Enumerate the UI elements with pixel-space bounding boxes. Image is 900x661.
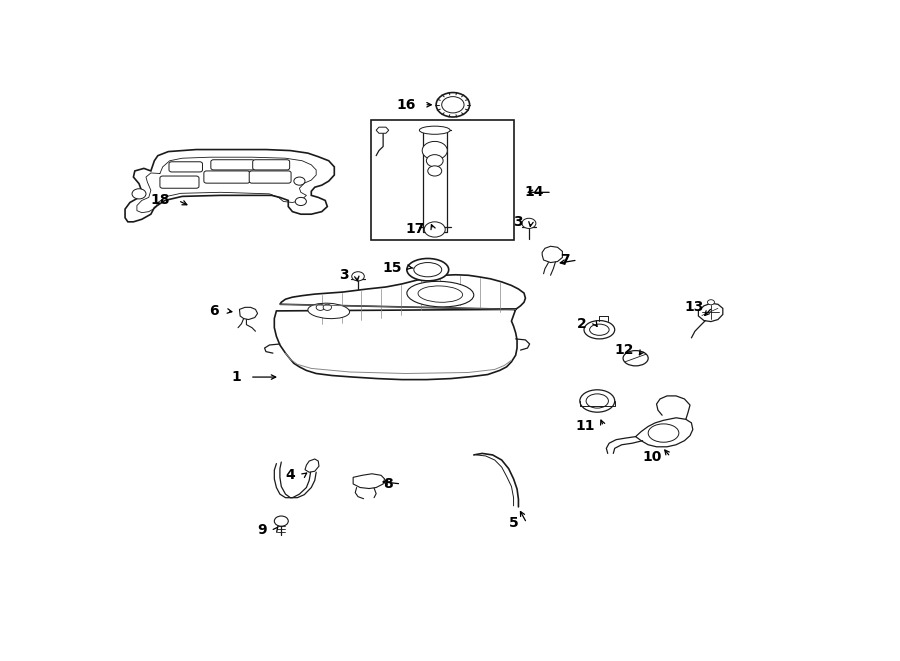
Text: 13: 13	[685, 300, 704, 315]
Circle shape	[316, 304, 325, 311]
Ellipse shape	[418, 286, 463, 302]
Ellipse shape	[419, 126, 450, 134]
Ellipse shape	[580, 390, 615, 412]
Ellipse shape	[584, 321, 615, 339]
Text: 16: 16	[397, 98, 416, 112]
Text: 6: 6	[209, 304, 219, 318]
Ellipse shape	[586, 394, 608, 408]
Ellipse shape	[308, 303, 349, 319]
Text: 10: 10	[643, 450, 662, 464]
Ellipse shape	[407, 258, 449, 281]
Text: 17: 17	[406, 223, 425, 237]
Polygon shape	[376, 127, 389, 134]
Circle shape	[132, 189, 146, 199]
Circle shape	[442, 97, 464, 113]
Text: 4: 4	[285, 468, 295, 483]
FancyBboxPatch shape	[211, 160, 255, 170]
Text: 14: 14	[524, 185, 544, 200]
Ellipse shape	[648, 424, 679, 442]
Ellipse shape	[274, 516, 288, 526]
Circle shape	[293, 177, 305, 185]
Ellipse shape	[623, 350, 648, 366]
Ellipse shape	[407, 282, 473, 307]
Text: 7: 7	[560, 253, 570, 267]
FancyBboxPatch shape	[249, 171, 291, 183]
Polygon shape	[353, 474, 384, 488]
Text: 18: 18	[150, 194, 170, 208]
Circle shape	[436, 93, 470, 117]
Circle shape	[424, 222, 446, 237]
Text: 2: 2	[577, 317, 587, 330]
Text: 11: 11	[576, 420, 595, 434]
Polygon shape	[635, 418, 693, 447]
Polygon shape	[542, 247, 562, 262]
Circle shape	[522, 218, 536, 229]
Polygon shape	[239, 307, 257, 319]
Text: 12: 12	[615, 343, 634, 357]
Text: 1: 1	[232, 370, 241, 384]
Text: 5: 5	[508, 516, 518, 530]
Circle shape	[323, 304, 331, 311]
FancyBboxPatch shape	[253, 160, 290, 170]
Text: 9: 9	[257, 523, 267, 537]
Ellipse shape	[414, 262, 442, 277]
Circle shape	[427, 155, 443, 167]
Polygon shape	[125, 149, 334, 222]
Text: 8: 8	[383, 477, 393, 491]
Text: 3: 3	[513, 215, 523, 229]
Circle shape	[352, 272, 365, 281]
Text: 15: 15	[382, 260, 402, 274]
FancyBboxPatch shape	[160, 176, 199, 188]
Polygon shape	[698, 303, 723, 322]
Bar	[371, 120, 514, 240]
Circle shape	[707, 299, 715, 305]
Ellipse shape	[590, 324, 609, 335]
FancyBboxPatch shape	[169, 162, 202, 172]
Circle shape	[422, 141, 447, 160]
Text: 3: 3	[338, 268, 348, 282]
FancyBboxPatch shape	[204, 171, 250, 183]
Circle shape	[428, 166, 442, 176]
Polygon shape	[274, 275, 526, 379]
Polygon shape	[305, 459, 319, 472]
Circle shape	[295, 198, 306, 206]
